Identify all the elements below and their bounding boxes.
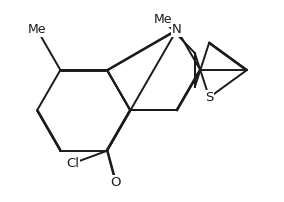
Text: S: S	[205, 91, 213, 104]
Text: Me: Me	[28, 23, 46, 36]
Text: N: N	[172, 23, 182, 36]
Text: Cl: Cl	[66, 157, 79, 170]
Text: O: O	[110, 176, 121, 189]
Text: Me: Me	[153, 13, 172, 26]
